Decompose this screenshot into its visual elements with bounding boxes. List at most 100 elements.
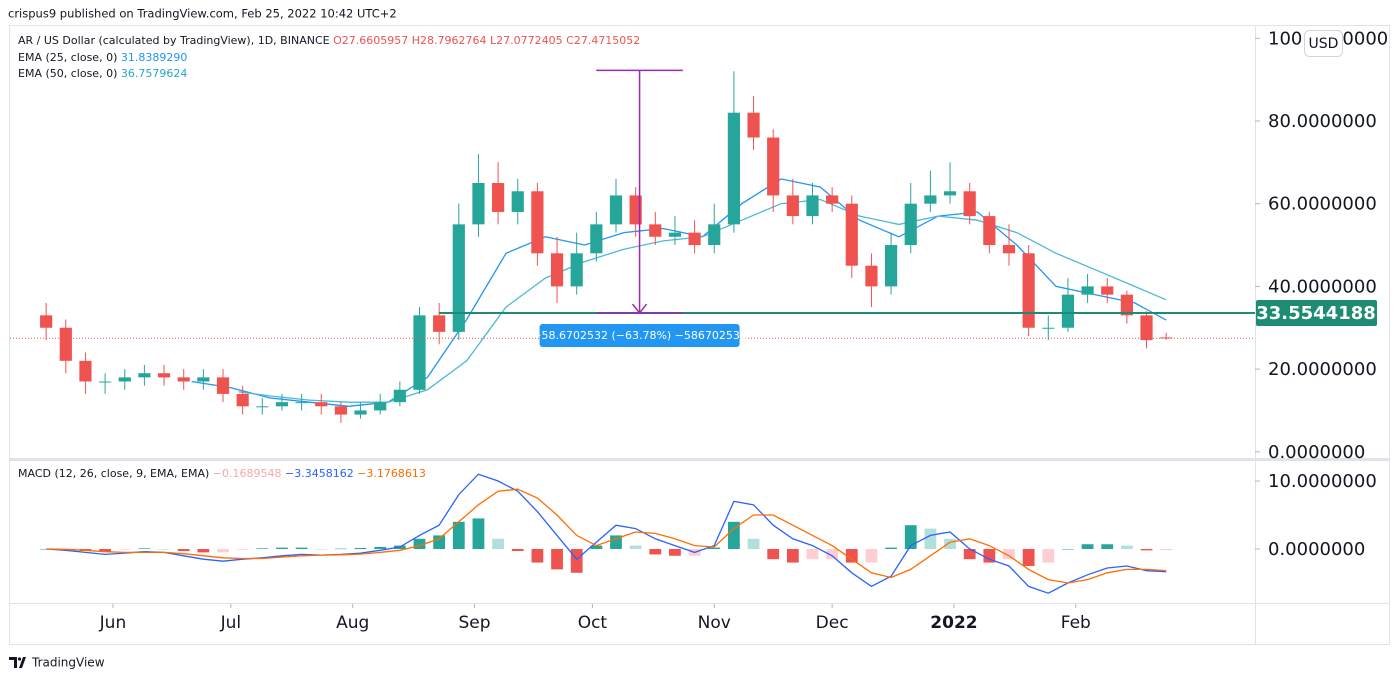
candle-body — [197, 377, 210, 382]
y-tick-label: 0.0000000 — [1268, 442, 1365, 463]
histogram-bar — [315, 548, 328, 550]
candle-body — [806, 195, 819, 217]
logo-mark — [9, 657, 26, 668]
histogram-bar — [99, 548, 111, 552]
y-tick-label: 60.0000000 — [1268, 194, 1377, 215]
candle-body — [708, 224, 721, 246]
candle-body — [649, 224, 662, 237]
histogram-bar — [1101, 544, 1114, 549]
candle-body — [865, 265, 878, 287]
histogram-bar — [904, 525, 917, 549]
histogram-bar — [983, 548, 996, 563]
ema-value: 31.8389290 — [121, 51, 187, 64]
level-price-box — [1256, 300, 1377, 327]
histogram-bar — [433, 535, 446, 549]
candle-body — [609, 195, 623, 225]
currency-button[interactable]: USD — [1304, 30, 1343, 57]
y-tick-label: 20.0000000 — [1268, 359, 1377, 380]
histogram-bar — [118, 548, 131, 550]
candle-body — [1042, 327, 1055, 329]
brand-logo — [9, 657, 26, 668]
histogram-bar — [924, 528, 937, 549]
histogram-bar — [708, 547, 721, 549]
x-tick-label: Aug — [336, 613, 369, 633]
macd-value: −3.3458162 — [285, 467, 354, 480]
histogram-bar — [963, 548, 976, 560]
close-value: C27.4715052 — [566, 34, 640, 47]
y-tick-label: 80.0000000 — [1268, 111, 1377, 132]
candle-body — [963, 191, 976, 217]
histogram-bar — [885, 547, 897, 549]
candle-body — [590, 224, 603, 254]
brand-name: TradingView — [31, 656, 105, 670]
candle-body — [845, 203, 858, 266]
candle-body — [157, 373, 171, 378]
plot: 0.0000000 20.0000000 40.0000000 60.0000000 8… — [10, 28, 1388, 633]
candle-body — [570, 253, 583, 287]
measure-label: −58.6702532 (−63.78%) −586702532 — [532, 329, 747, 342]
symbol: AR / US Dollar (calculated by TradingVie… — [18, 34, 330, 47]
candle-body — [1160, 337, 1173, 339]
histogram-bar — [610, 535, 622, 549]
histogram-bar — [590, 545, 603, 549]
candle-body — [531, 191, 544, 254]
histogram-bar — [1081, 544, 1094, 549]
histogram-bar — [629, 545, 642, 549]
histogram-bar — [276, 547, 288, 549]
symbol-legend: AR / US Dollar (calculated by TradingVie… — [18, 34, 640, 47]
histogram-bar — [492, 538, 504, 549]
histogram-bar — [865, 548, 878, 563]
candle-body — [1022, 253, 1035, 328]
histogram-bar — [177, 548, 190, 552]
logo-dot — [17, 657, 22, 661]
macd-legend: MACD (12, 26, close, 9, EMA, EMA) −0.168… — [18, 467, 426, 480]
frame — [9, 25, 1390, 645]
histogram-bar — [217, 548, 229, 553]
currency-button-box[interactable] — [1304, 30, 1343, 57]
open-value: O27.6605957 — [333, 34, 408, 47]
ema-value: 36.7579624 — [121, 67, 187, 80]
histogram-bar — [472, 518, 485, 549]
high-value: H28.7962764 — [412, 34, 487, 47]
candle-body — [688, 232, 701, 246]
histogram-bar — [197, 548, 210, 553]
candle-body — [727, 112, 740, 225]
candle-body — [374, 402, 387, 411]
ema-line — [191, 178, 1167, 407]
histogram-bar — [806, 548, 819, 560]
candle-body — [826, 195, 839, 204]
histogram-bar — [1003, 548, 1015, 560]
x-tick-label: Feb — [1061, 613, 1091, 633]
candle-body — [236, 393, 249, 407]
candle-body — [943, 191, 957, 196]
y-tick-label: 10.0000000 — [1268, 471, 1377, 492]
histogram-bar — [944, 538, 956, 549]
currency-button-label[interactable]: USD — [1309, 36, 1339, 52]
candle-body — [295, 402, 308, 404]
measure-label-box — [539, 324, 740, 348]
ema-legend: EMA (25, close, 0) 31.8389290 — [18, 51, 187, 64]
histogram-bar — [138, 548, 151, 549]
histogram-bar — [40, 548, 53, 550]
histogram-bar — [767, 548, 780, 560]
x-tick-label: Nov — [698, 613, 731, 633]
histogram-bar — [158, 548, 170, 550]
histogram-bar — [1022, 548, 1035, 566]
x-tick-label: Dec — [816, 613, 849, 633]
macd-name: MACD (12, 26, close, 9, EMA, EMA) — [18, 467, 209, 480]
candle-body — [413, 315, 426, 390]
histogram-bar — [374, 546, 387, 549]
histogram-bar — [747, 538, 760, 549]
candle-body — [177, 377, 190, 382]
candle-body — [354, 410, 367, 415]
ema-legend: EMA (50, close, 0) 36.7579624 — [18, 67, 187, 80]
candle-body — [59, 327, 72, 361]
candle-body — [747, 112, 760, 138]
candle-body — [668, 232, 682, 237]
histogram-bar — [1140, 548, 1153, 551]
histogram-bar — [295, 547, 308, 549]
ema-name: EMA (50, close, 0) — [18, 67, 117, 80]
histogram-bar — [570, 548, 583, 573]
ema-name: EMA (25, close, 0) — [18, 51, 117, 64]
